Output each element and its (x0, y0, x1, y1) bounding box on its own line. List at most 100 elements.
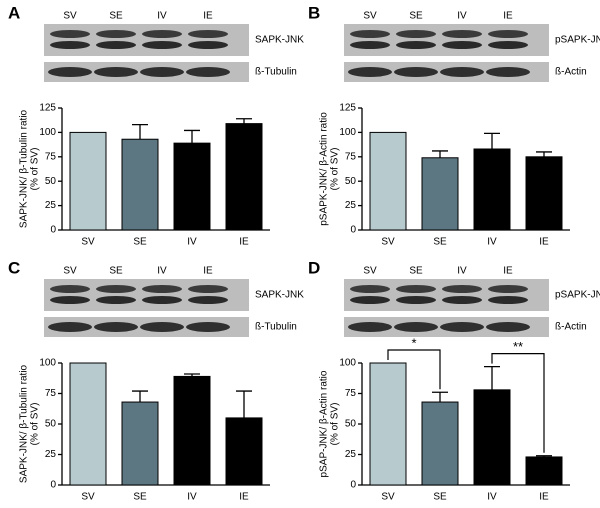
blot-label: ß-Tubulin (255, 322, 297, 333)
band (140, 67, 184, 77)
y-axis-label: SAPK-JNK/ β-Tubulin ratio (19, 109, 30, 228)
band (50, 296, 90, 304)
x-tick-label: IV (487, 492, 497, 503)
panel-letter: A (8, 3, 20, 22)
band (142, 296, 182, 304)
bar (225, 123, 263, 231)
lane-label: IV (457, 11, 467, 22)
lane-label: IE (203, 11, 213, 22)
error-bar (432, 391, 448, 403)
x-tick-label: SE (433, 237, 447, 248)
lane-label: SV (363, 266, 377, 277)
band (140, 322, 184, 332)
lane-label: IE (203, 266, 213, 277)
y-tick-label: 25 (45, 449, 57, 460)
error-bar (536, 455, 552, 457)
y-axis-label: SAPK-JNK/ β-Tubulin ratio (19, 364, 30, 483)
y-tick-label: 50 (345, 176, 357, 187)
band (94, 67, 138, 77)
x-tick-label: SE (433, 492, 447, 503)
band (394, 67, 438, 77)
band (442, 296, 482, 304)
band (350, 41, 390, 49)
panel: A SV SE IV IE SAPK-JNK ß-Tubulin 0 25 50 75 100 125 S… (8, 3, 304, 247)
band (188, 285, 228, 293)
lane-label: SV (63, 266, 77, 277)
y-tick-label: 100 (339, 358, 356, 369)
band (350, 296, 390, 304)
band (396, 30, 436, 38)
x-tick-label: IV (187, 237, 197, 248)
band (94, 322, 138, 332)
lane-label: SV (63, 11, 77, 22)
bar (473, 389, 511, 486)
blot-label: ß-Tubulin (255, 67, 297, 78)
error-bar (236, 390, 252, 418)
lane-label: IV (457, 266, 467, 277)
x-tick-label: SE (133, 492, 147, 503)
band (50, 41, 90, 49)
bar (369, 131, 407, 231)
blot (44, 279, 249, 311)
lane-label: SE (409, 266, 423, 277)
band (396, 285, 436, 293)
band (442, 30, 482, 38)
y-tick-label: 125 (39, 103, 56, 114)
y-tick-label: 75 (45, 388, 57, 399)
bar (525, 156, 563, 231)
bar (69, 362, 107, 486)
significance-label: ** (513, 339, 523, 354)
lane-label: SE (109, 11, 123, 22)
band (48, 67, 92, 77)
lane-label: IV (157, 266, 167, 277)
x-tick-label: IV (187, 492, 197, 503)
error-bar (484, 366, 500, 390)
bar (173, 375, 211, 486)
band (394, 322, 438, 332)
band (50, 30, 90, 38)
blot-label: pSAPK-JNK (555, 290, 600, 301)
band (442, 285, 482, 293)
y-tick-label: 125 (339, 103, 356, 114)
error-bar (132, 390, 148, 403)
band (48, 322, 92, 332)
band (96, 30, 136, 38)
bar (121, 401, 159, 486)
y-tick-label: 25 (45, 200, 57, 211)
y-axis-label: (% of SV) (330, 403, 341, 446)
significance-bracket (491, 353, 545, 453)
blot-label: pSAPK-JNK (555, 35, 600, 46)
band (486, 322, 530, 332)
bar (473, 148, 511, 231)
band (188, 30, 228, 38)
band (348, 322, 392, 332)
lane-label: SV (363, 11, 377, 22)
x-tick-label: SV (81, 237, 95, 248)
panel-letter: C (8, 258, 20, 277)
y-axis-label: pSAPK-JNK/ β-Actin ratio (319, 112, 330, 226)
bar (173, 142, 211, 231)
lane-label: SE (409, 11, 423, 22)
y-tick-label: 0 (350, 480, 356, 491)
lane-label: IE (503, 266, 513, 277)
error-bar (536, 151, 552, 157)
band (142, 41, 182, 49)
y-tick-label: 50 (45, 176, 57, 187)
lane-label: SE (109, 266, 123, 277)
blot (344, 24, 549, 56)
band (488, 285, 528, 293)
error-bar (484, 132, 500, 149)
band (488, 296, 528, 304)
y-axis-label: pSAP-JNK/ β-Actin ratio (319, 370, 330, 477)
band (188, 296, 228, 304)
y-tick-label: 75 (345, 151, 357, 162)
band (96, 296, 136, 304)
panel: D SV SE IV IE pSAPK-JNK ß-Actin 0 25 50 75 100 pSAP-… (308, 258, 600, 502)
band (350, 285, 390, 293)
y-axis-label: (% of SV) (330, 148, 341, 191)
blot-label: ß-Actin (555, 322, 587, 333)
band (188, 41, 228, 49)
bar (121, 138, 159, 231)
error-bar (184, 129, 200, 144)
